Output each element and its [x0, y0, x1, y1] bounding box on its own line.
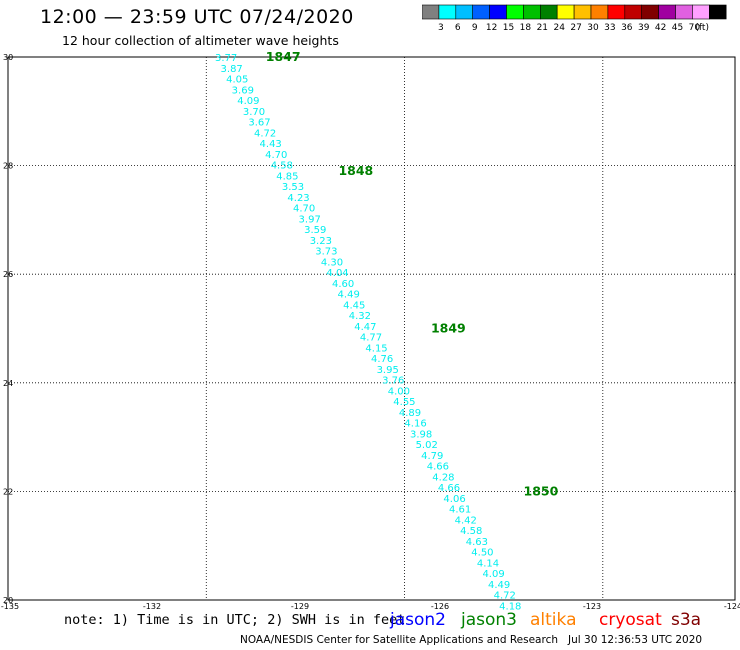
- colorbar-tick-label: 42: [655, 23, 666, 33]
- color-scale-legend: 3 6 9 12 15 18 21 24 27 30 33 36 39 42 45 70(ft): [422, 4, 727, 33]
- y-tick-label: 26: [3, 270, 13, 279]
- wave-height-value: 4.60: [332, 279, 354, 290]
- wave-height-value: 4.89: [399, 408, 421, 419]
- pass-time-label: 1848: [338, 163, 373, 178]
- pass-time-label: 1849: [431, 321, 466, 336]
- wave-height-value: 4.18: [499, 601, 521, 612]
- y-tick-label: 30: [3, 53, 13, 62]
- colorbar-tick-label: 36: [621, 23, 633, 33]
- colorbar-unit-label: (ft): [695, 23, 709, 33]
- wave-height-value: 3.67: [248, 118, 270, 129]
- satellite-legend-s3a: s3a: [671, 610, 702, 630]
- wave-height-value: 3.23: [310, 236, 332, 247]
- x-tick-label: -126: [431, 602, 449, 611]
- wave-height-value: 3.53: [282, 182, 304, 193]
- colorbar-tick-label: 3: [438, 23, 444, 33]
- wave-height-value: 4.16: [404, 419, 426, 430]
- x-tick-label: -123: [583, 602, 601, 611]
- wave-height-value: 3.77: [215, 53, 237, 64]
- wave-height-value: 4.61: [449, 505, 471, 516]
- wave-height-value: 4.50: [471, 548, 493, 559]
- colorbar-tick-label: 9: [472, 23, 478, 33]
- x-tick-label: -132: [143, 602, 161, 611]
- wave-height-value: 4.47: [354, 322, 376, 333]
- wave-height-value: 4.63: [466, 537, 488, 548]
- wave-height-value: 4.66: [427, 462, 449, 473]
- colorbar-swatch: [708, 4, 727, 20]
- wave-height-value: 4.49: [338, 290, 360, 301]
- colorbar-tick-label: 39: [638, 23, 650, 33]
- wave-height-value: 4.45: [343, 300, 365, 311]
- wave-height-value: 4.85: [276, 171, 298, 182]
- wave-height-value: 4.70: [293, 204, 315, 215]
- wave-height-value: 3.98: [410, 429, 432, 440]
- wave-height-value: 4.28: [432, 472, 454, 483]
- satellite-legend-altika: altika: [530, 610, 577, 630]
- plot-frame: [7, 56, 736, 601]
- wave-height-value: 3.69: [232, 85, 254, 96]
- wave-height-value: 3.73: [315, 247, 337, 258]
- colorbar-tick-label: 24: [553, 23, 565, 33]
- colorbar-tick-label: 12: [486, 23, 497, 33]
- wave-height-value: 4.09: [482, 569, 504, 580]
- satellite-legend-cryosat: cryosat: [599, 610, 662, 630]
- colorbar-tick-label: 18: [520, 23, 532, 33]
- note-text: note: 1) Time is in UTC; 2) SWH is in fe…: [64, 612, 406, 628]
- wave-height-value: 4.00: [388, 386, 410, 397]
- colorbar-tick-label: 21: [537, 23, 548, 33]
- wave-height-value: 4.66: [438, 483, 460, 494]
- wave-height-value: 3.59: [304, 225, 326, 236]
- wave-height-value: 4.70: [265, 150, 287, 161]
- y-tick-label: 28: [3, 162, 13, 171]
- wave-height-plot: 20 22 24 26 28 30 -135 -132 -129 -126 -123 -124 3.77…: [1, 49, 740, 612]
- satellite-legend-jason3: jason3: [461, 610, 517, 630]
- colorbar-tick-label: 45: [672, 23, 683, 33]
- y-tick-label: 20: [3, 596, 13, 605]
- wave-height-value: 3.76: [382, 376, 404, 387]
- chart-subtitle: 12 hour collection of altimeter wave hei…: [62, 33, 339, 48]
- wave-height-value: 4.58: [271, 161, 293, 172]
- footer-credit: NOAA/NESDIS Center for Satellite Applica…: [240, 634, 703, 646]
- wave-height-value: 4.23: [287, 193, 309, 204]
- pass-time-label: 1847: [266, 49, 301, 64]
- y-tick-label: 24: [3, 379, 13, 388]
- wave-height-value: 4.05: [226, 75, 248, 86]
- colorbar-tick-label: 30: [587, 23, 599, 33]
- colorbar-tick-label: 33: [604, 23, 615, 33]
- wave-height-value: 4.32: [349, 311, 371, 322]
- colorbar-tick-label: 6: [455, 23, 461, 33]
- wave-height-value: 4.76: [371, 354, 393, 365]
- wave-height-value: 4.72: [494, 591, 516, 602]
- wave-height-value: 4.30: [321, 257, 343, 268]
- chart-title: 12:00 — 23:59 UTC 07/24/2020: [40, 6, 354, 28]
- wave-height-value: 3.87: [221, 64, 243, 75]
- y-tick-label: 22: [3, 487, 13, 496]
- wave-height-value: 5.02: [416, 440, 438, 451]
- wave-height-value: 4.15: [365, 343, 387, 354]
- x-tick-label: -124: [724, 602, 740, 611]
- wave-height-value: 4.04: [326, 268, 348, 279]
- colorbar-tick-label: 70: [689, 23, 701, 33]
- wave-height-value: 4.43: [260, 139, 282, 150]
- satellite-legend-jason2: jason2: [390, 610, 446, 630]
- colorbar-tick-label: 27: [570, 23, 581, 33]
- wave-height-value: 4.55: [393, 397, 415, 408]
- pass-time-label: 1850: [524, 483, 559, 498]
- wave-height-value: 4.09: [237, 96, 259, 107]
- wave-height-value: 4.77: [360, 333, 382, 344]
- wave-height-value: 3.95: [377, 365, 399, 376]
- wave-height-value: 4.42: [455, 515, 477, 526]
- wave-height-value: 4.14: [477, 558, 499, 569]
- wave-height-value: 4.72: [254, 128, 276, 139]
- colorbar-tick-label: 15: [503, 23, 514, 33]
- x-tick-label: -135: [1, 602, 19, 611]
- wave-height-value: 3.97: [299, 214, 321, 225]
- x-tick-label: -129: [291, 602, 309, 611]
- wave-height-value: 4.79: [421, 451, 443, 462]
- wave-height-value: 4.58: [460, 526, 482, 537]
- wave-height-value: 4.49: [488, 580, 510, 591]
- wave-height-value: 3.70: [243, 107, 265, 118]
- wave-height-value: 4.06: [443, 494, 465, 505]
